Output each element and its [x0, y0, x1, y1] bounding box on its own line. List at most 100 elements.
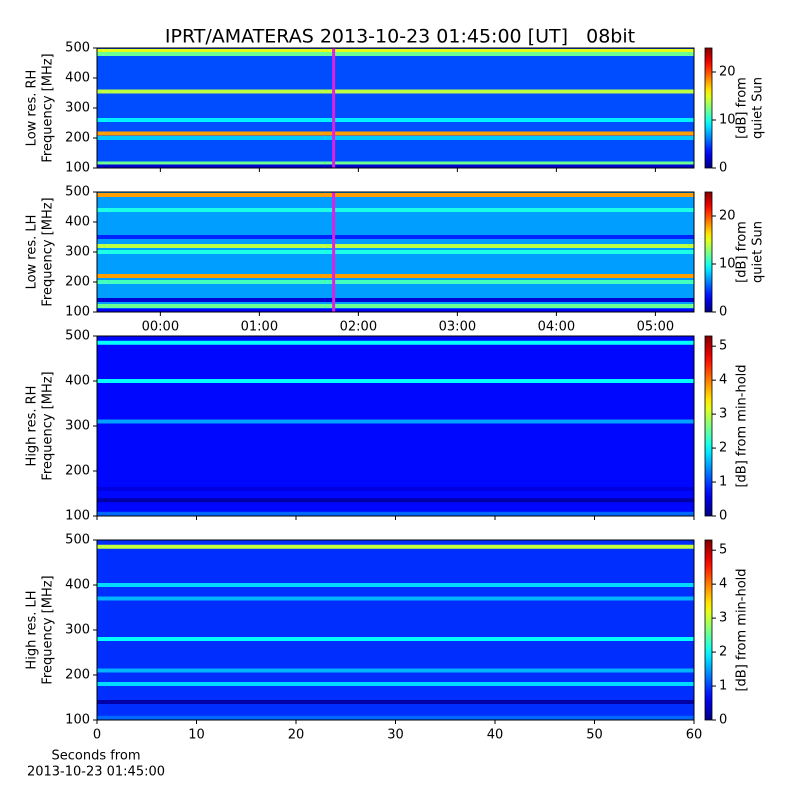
colorbar-tick-label: 3 [719, 611, 727, 626]
emission-band [97, 118, 694, 122]
emission-band [97, 379, 694, 383]
y-tick-label: 300 [65, 419, 90, 434]
emission-band [97, 700, 694, 704]
x-axis-label: 2013-10-23 01:45:00 [27, 765, 165, 780]
colorbar-label: [dB] from [735, 221, 750, 283]
emission-band [97, 304, 694, 308]
emission-band [97, 235, 694, 239]
x-tick-label: 02:00 [340, 320, 377, 335]
y-tick-label: 300 [65, 623, 90, 638]
spectrogram-background [97, 48, 694, 168]
y-tick-label: 300 [65, 101, 90, 116]
colorbar-tick-label: 20 [719, 65, 736, 80]
y-axis-label: High res. RH [25, 386, 40, 467]
y-tick-label: 400 [65, 71, 90, 86]
emission-band [97, 511, 694, 516]
colorbar-tick-label: 5 [719, 339, 727, 354]
emission-band [97, 498, 694, 503]
colorbar-tick-label: 4 [719, 577, 727, 592]
emission-band [97, 131, 694, 136]
x-tick-label: 60 [686, 728, 703, 743]
x-tick-label: 01:00 [241, 320, 278, 335]
emission-band [97, 487, 694, 491]
x-tick-label: 03:00 [439, 320, 476, 335]
y-tick-label: 200 [65, 668, 90, 683]
x-tick-label: 04:00 [538, 320, 575, 335]
emission-band [97, 682, 694, 686]
emission-band [97, 280, 694, 284]
x-tick-label: 0 [93, 728, 101, 743]
colorbar-tick-label: 2 [719, 441, 727, 456]
emission-band [97, 298, 694, 302]
x-tick-label: 40 [487, 728, 504, 743]
y-tick-label: 200 [65, 464, 90, 479]
emission-band [97, 136, 694, 140]
colorbar-tick-label: 5 [719, 543, 727, 558]
y-axis-label: Frequency [MHz] [41, 371, 56, 480]
y-axis-label: Low res. LH [25, 215, 40, 290]
emission-band [97, 208, 694, 212]
emission-band [97, 89, 694, 94]
spectrogram-background [97, 540, 694, 720]
y-tick-label: 500 [65, 329, 90, 344]
x-tick-label: 05:00 [637, 320, 674, 335]
emission-band [97, 596, 694, 601]
colorbar-tick-label: 0 [719, 509, 727, 524]
y-tick-label: 500 [65, 41, 90, 56]
colorbar-tick-label: 0 [719, 713, 727, 728]
x-tick-label: 30 [387, 728, 404, 743]
spectrogram-background [97, 336, 694, 516]
y-axis-label: Frequency [MHz] [41, 53, 56, 162]
colorbar-tick-label: 10 [719, 113, 736, 128]
colorbar-tick-label: 0 [719, 161, 727, 176]
colorbar-label: quiet Sun [751, 221, 766, 283]
emission-band [97, 583, 694, 587]
emission-band [97, 49, 694, 53]
y-tick-label: 100 [65, 713, 90, 728]
emission-band [97, 244, 694, 248]
x-tick-label: 10 [188, 728, 205, 743]
emission-band [97, 340, 694, 345]
colorbar-tick-label: 4 [719, 373, 727, 388]
colorbar-tick-label: 3 [719, 407, 727, 422]
x-axis-label: Seconds from [51, 749, 140, 764]
emission-band [97, 164, 694, 169]
emission-band [97, 637, 694, 641]
colorbar-tick-label: 0 [719, 305, 727, 320]
y-tick-label: 100 [65, 305, 90, 320]
colorbar [704, 191, 713, 313]
y-tick-label: 400 [65, 374, 90, 389]
colorbar [704, 335, 713, 517]
y-axis-label: Low res. RH [25, 70, 40, 147]
y-tick-label: 400 [65, 578, 90, 593]
y-tick-label: 100 [65, 509, 90, 524]
emission-band [97, 52, 694, 56]
y-tick-label: 300 [65, 245, 90, 260]
x-tick-label: 50 [586, 728, 603, 743]
colorbar-tick-label: 20 [719, 209, 736, 224]
emission-band [97, 419, 694, 424]
y-axis-label: Frequency [MHz] [41, 575, 56, 684]
colorbar-tick-label: 10 [719, 257, 736, 272]
colorbar-tick-label: 1 [719, 475, 727, 490]
x-tick-label: 20 [288, 728, 305, 743]
emission-band [97, 274, 694, 278]
colorbar [704, 47, 713, 169]
y-tick-label: 500 [65, 185, 90, 200]
y-tick-label: 500 [65, 533, 90, 548]
y-axis-label: High res. LH [25, 590, 40, 669]
emission-band [97, 715, 694, 720]
x-tick-label: 00:00 [142, 320, 179, 335]
emission-band [97, 161, 694, 166]
emission-band [97, 544, 694, 549]
colorbar [704, 539, 713, 721]
emission-band [97, 193, 694, 197]
figure-title: IPRT/AMATERAS 2013-10-23 01:45:00 [UT] 0… [165, 26, 635, 48]
colorbar-tick-label: 2 [719, 645, 727, 660]
y-tick-label: 200 [65, 131, 90, 146]
colorbar-label: [dB] from min-hold [735, 568, 750, 691]
emission-band [97, 668, 694, 673]
y-tick-label: 200 [65, 275, 90, 290]
emission-band [97, 308, 694, 313]
